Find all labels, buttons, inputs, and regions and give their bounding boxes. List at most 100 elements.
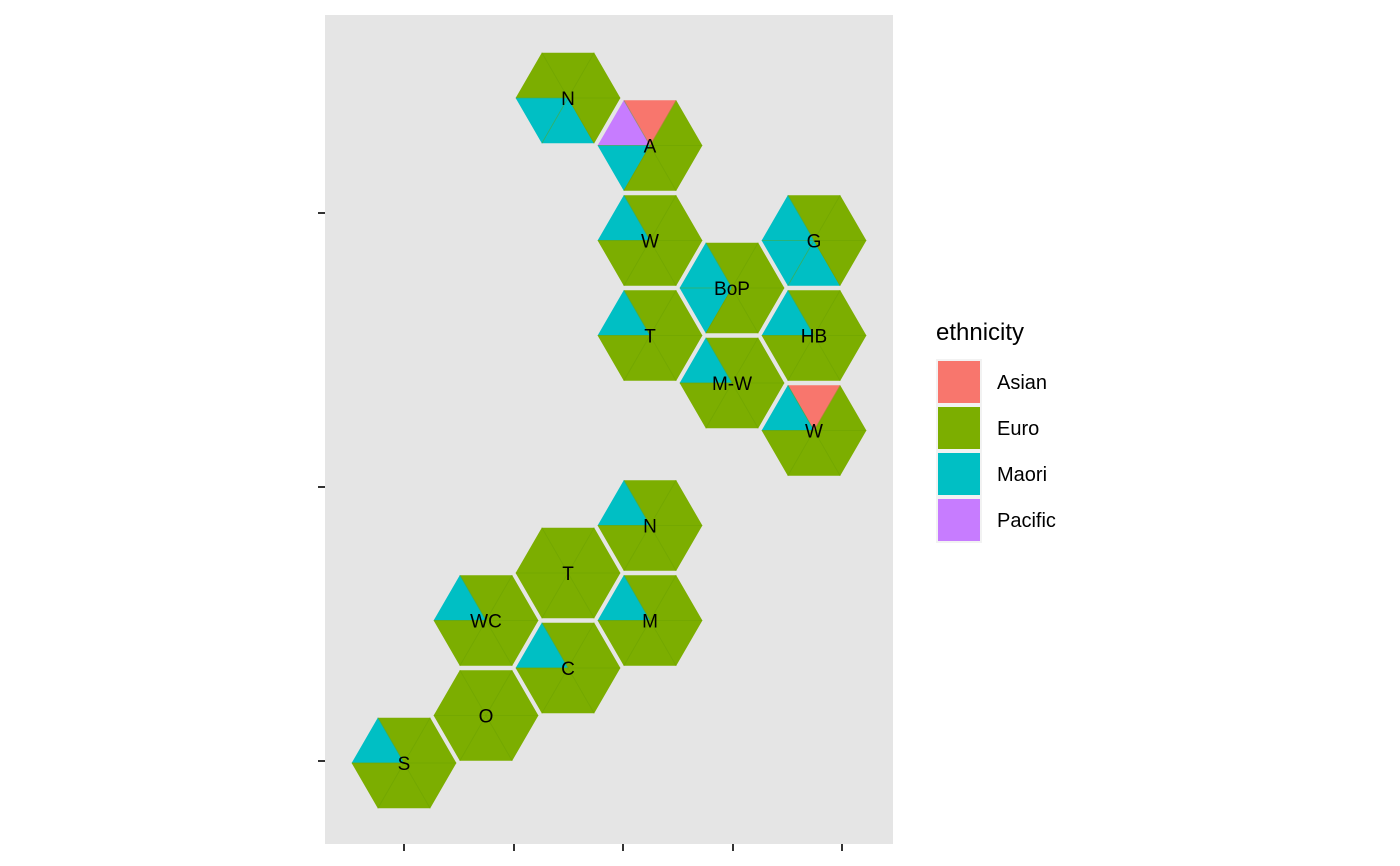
hex-divider bbox=[813, 195, 841, 241]
hex-divider bbox=[705, 337, 733, 384]
hex-divider bbox=[567, 52, 595, 99]
hex-divider bbox=[649, 620, 677, 666]
hex-divider bbox=[459, 715, 487, 761]
hex-label: A bbox=[644, 137, 657, 158]
hex-divider bbox=[459, 575, 487, 621]
hex-divider bbox=[813, 290, 841, 336]
legend-label: Euro bbox=[997, 418, 1039, 440]
hex-divider bbox=[541, 622, 569, 669]
hex-divider bbox=[813, 385, 841, 431]
legend-label: Pacific bbox=[997, 510, 1056, 532]
hex-divider bbox=[567, 527, 595, 574]
hex-divider bbox=[623, 100, 651, 146]
legend-item-maori: Maori bbox=[936, 451, 1047, 497]
hex-divider bbox=[403, 762, 431, 809]
hex-divider bbox=[403, 717, 431, 764]
hex-divider bbox=[813, 430, 841, 476]
hex-divider bbox=[541, 527, 569, 574]
hex-label: S bbox=[398, 754, 411, 775]
legend-swatch bbox=[938, 499, 980, 541]
hex-divider bbox=[649, 195, 677, 241]
hex-divider bbox=[623, 290, 651, 336]
hex-region: M bbox=[597, 574, 703, 667]
hex-divider bbox=[649, 290, 677, 336]
hex-region: S bbox=[351, 717, 457, 809]
hex-divider bbox=[567, 572, 595, 619]
hex-divider bbox=[705, 287, 733, 334]
hex-region: N bbox=[515, 52, 621, 144]
hex-divider bbox=[731, 242, 759, 289]
hex-divider bbox=[623, 480, 651, 526]
hex-divider bbox=[649, 480, 677, 526]
hex-region: A bbox=[597, 99, 703, 192]
hex-divider bbox=[731, 287, 759, 334]
hex-divider bbox=[567, 97, 595, 144]
hex-divider bbox=[541, 52, 569, 99]
hex-label: O bbox=[479, 707, 494, 728]
hex-divider bbox=[541, 667, 569, 714]
hex-label: BoP bbox=[714, 279, 750, 300]
hex-label: W bbox=[641, 232, 659, 253]
hex-divider bbox=[567, 667, 595, 714]
hex-divider bbox=[787, 385, 815, 431]
hex-divider bbox=[623, 620, 651, 666]
legend-swatch bbox=[938, 407, 980, 449]
hex-region: N bbox=[597, 479, 703, 572]
hex-divider bbox=[485, 575, 513, 621]
legend-item-pacific: Pacific bbox=[936, 497, 1056, 543]
legend-items: Asian Euro Maori Pacific bbox=[936, 359, 1056, 543]
hex-divider bbox=[787, 290, 815, 336]
legend-swatch bbox=[938, 361, 980, 403]
hex-divider bbox=[649, 240, 677, 286]
legend: ethnicity Asian Euro Maori Pacific bbox=[936, 319, 1056, 543]
hex-divider bbox=[459, 670, 487, 716]
hex-divider bbox=[705, 242, 733, 289]
hex-divider bbox=[485, 620, 513, 666]
hex-divider bbox=[787, 195, 815, 241]
hex-divider bbox=[459, 620, 487, 666]
hex-divider bbox=[649, 145, 677, 191]
hex-divider bbox=[649, 525, 677, 571]
hex-divider bbox=[377, 762, 405, 809]
hex-region: T bbox=[597, 289, 703, 382]
hex-divider bbox=[623, 575, 651, 621]
hex-divider bbox=[541, 97, 569, 144]
hex-label: M-W bbox=[712, 374, 752, 395]
hex-divider bbox=[731, 337, 759, 384]
hex-divider bbox=[567, 622, 595, 669]
hex-divider bbox=[623, 525, 651, 571]
legend-item-asian: Asian bbox=[936, 359, 1047, 405]
hex-divider bbox=[485, 715, 513, 761]
hex-divider bbox=[787, 430, 815, 476]
hex-region: T bbox=[515, 527, 621, 619]
hex-divider bbox=[813, 335, 841, 381]
hex-divider bbox=[649, 335, 677, 381]
hex-label: HB bbox=[801, 327, 827, 348]
hex-divider bbox=[623, 240, 651, 286]
axes-layer bbox=[318, 212, 843, 851]
hex-divider bbox=[623, 195, 651, 241]
hex-label: G bbox=[807, 232, 822, 253]
hex-label: M bbox=[642, 612, 658, 633]
hex-label: W bbox=[805, 422, 823, 443]
legend-item-euro: Euro bbox=[936, 405, 1039, 451]
hex-divider bbox=[787, 240, 815, 286]
hex-region: W bbox=[761, 384, 867, 477]
hex-region: BoP bbox=[679, 242, 785, 334]
hex-divider bbox=[377, 717, 405, 764]
hex-divider bbox=[485, 670, 513, 716]
hex-label: C bbox=[561, 659, 575, 680]
legend-title: ethnicity bbox=[936, 319, 1024, 346]
hex-label: T bbox=[562, 564, 574, 585]
hex-region: O bbox=[433, 669, 539, 762]
hex-label: WC bbox=[470, 612, 502, 633]
legend-label: Asian bbox=[997, 372, 1047, 394]
hex-region: M-W bbox=[679, 337, 785, 429]
legend-label: Maori bbox=[997, 464, 1047, 486]
hex-divider bbox=[541, 572, 569, 619]
hex-divider bbox=[623, 145, 651, 191]
hex-region: HB bbox=[761, 289, 867, 382]
hex-divider bbox=[649, 575, 677, 621]
hex-divider bbox=[623, 335, 651, 381]
